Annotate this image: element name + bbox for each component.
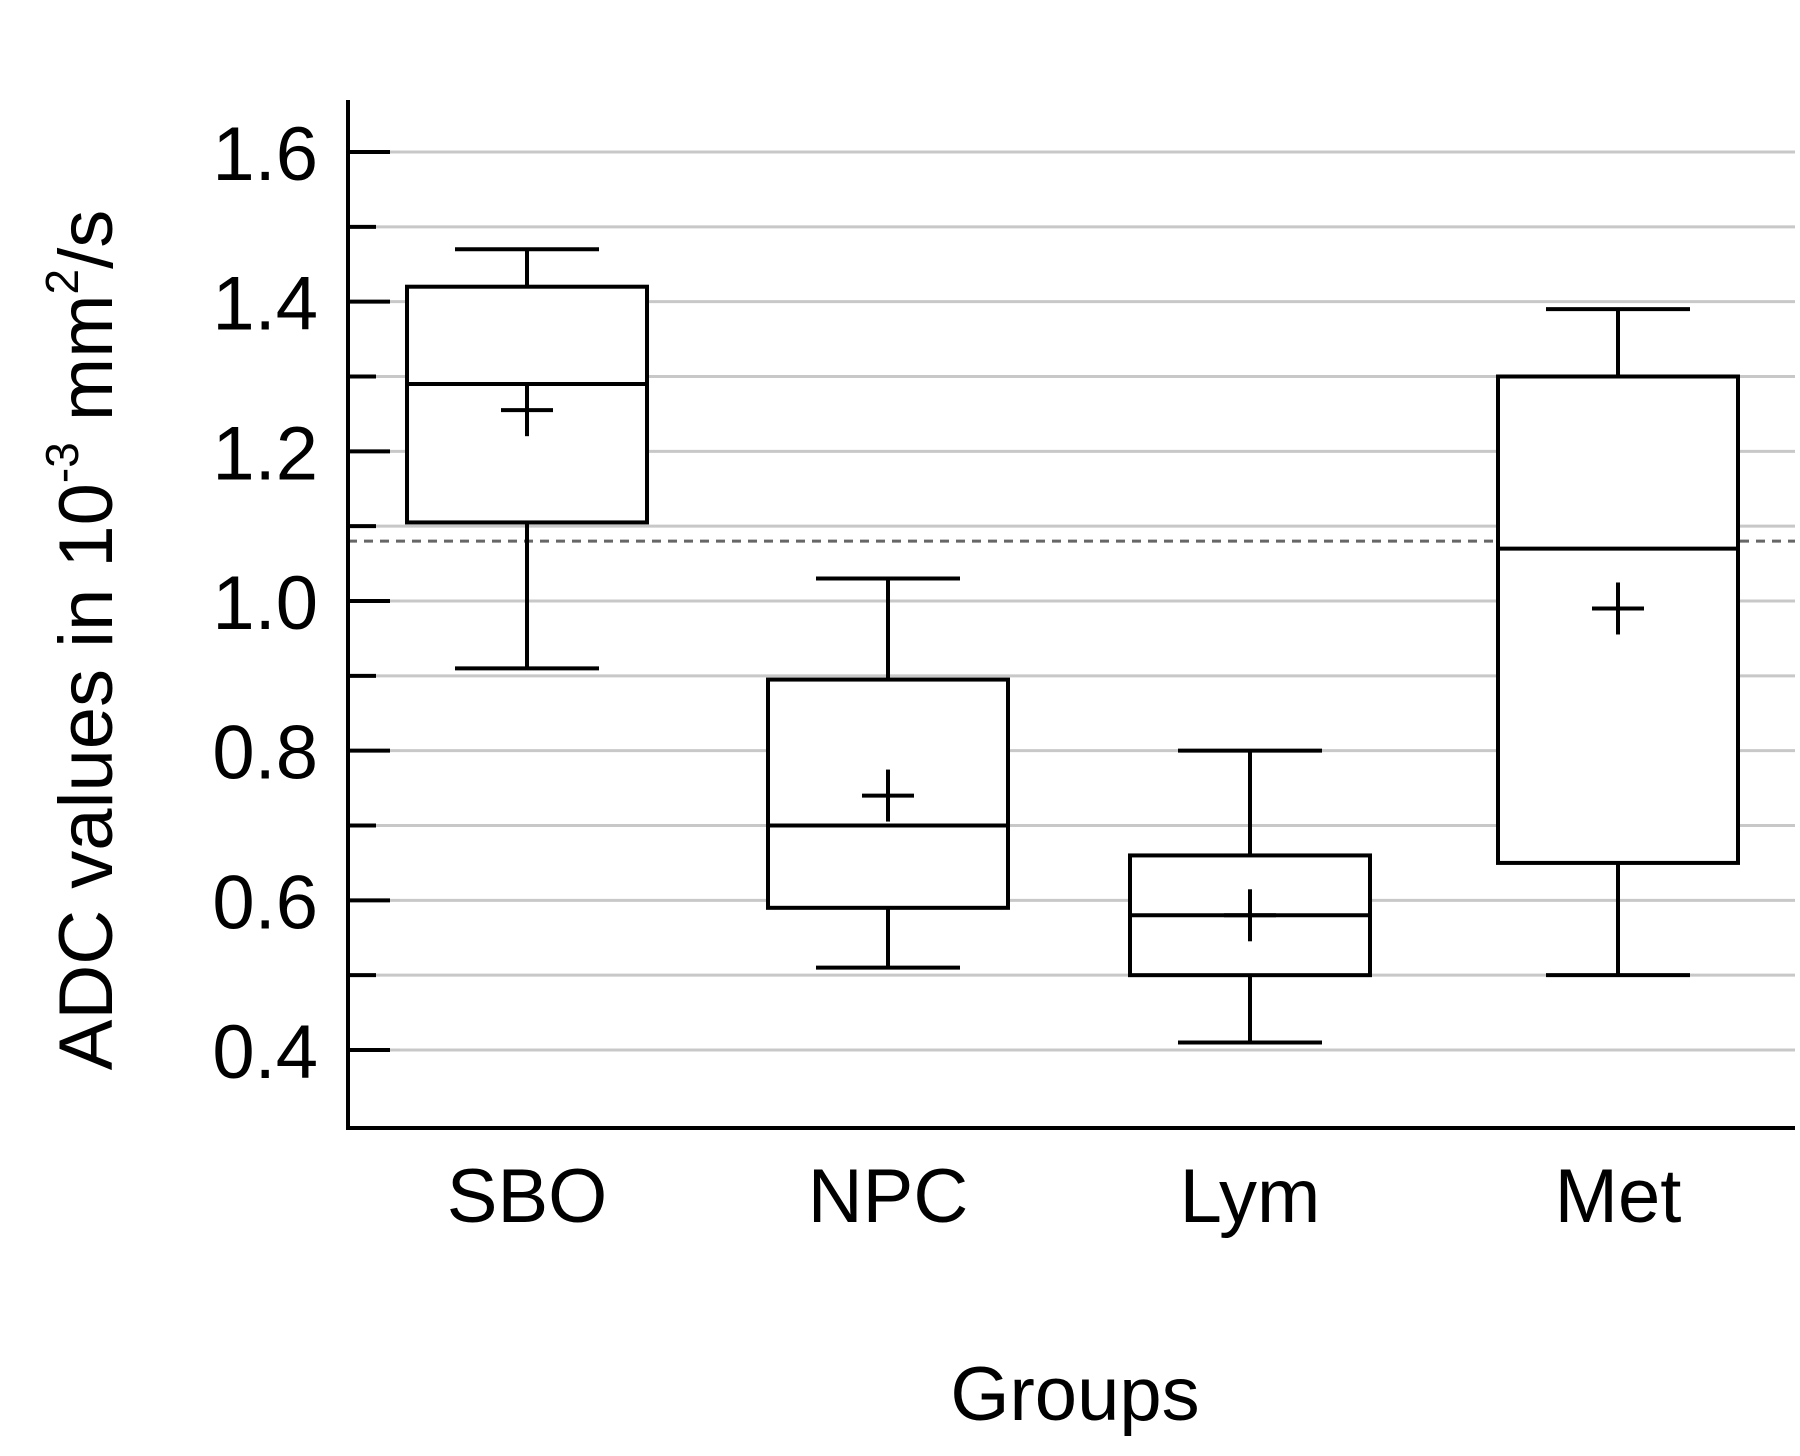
- y-tick-label: 1.4: [212, 262, 318, 347]
- y-axis-title-exponent-2: 2: [36, 269, 88, 295]
- y-tick-label: 0.8: [212, 711, 318, 796]
- x-axis-title: Groups: [950, 1352, 1199, 1437]
- y-axis-title: ADC values in 10-3 mm2/s: [36, 210, 129, 1071]
- y-axis-title-suffix: /s: [44, 210, 129, 269]
- y-axis-title-prefix: ADC values in 10: [44, 483, 129, 1070]
- box-npc: [766, 576, 1010, 970]
- x-category-label: NPC: [808, 1154, 968, 1239]
- y-tick-label: 0.4: [212, 1010, 318, 1095]
- box-met: [1496, 307, 1740, 978]
- box-lym: [1128, 748, 1372, 1045]
- y-axis-title-middle: mm: [44, 294, 129, 442]
- y-tick-label: 1.0: [212, 561, 318, 646]
- axis-layer: [346, 100, 1795, 1130]
- box-layer: [405, 247, 1740, 1045]
- y-axis-title-exponent-1: -3: [36, 442, 88, 483]
- box-sbo: [405, 247, 649, 671]
- label-layer: 0.4 0.6 0.8 1.0 1.2 1.4 1.6 SBO NPC Lym Met: [212, 112, 1681, 1239]
- x-category-label: Lym: [1180, 1154, 1321, 1239]
- x-category-label: Met: [1555, 1154, 1682, 1239]
- y-tick-label: 1.2: [212, 411, 318, 496]
- y-tick-label: 0.6: [212, 860, 318, 945]
- y-tick-label: 1.6: [212, 112, 318, 197]
- x-category-label: SBO: [447, 1154, 608, 1239]
